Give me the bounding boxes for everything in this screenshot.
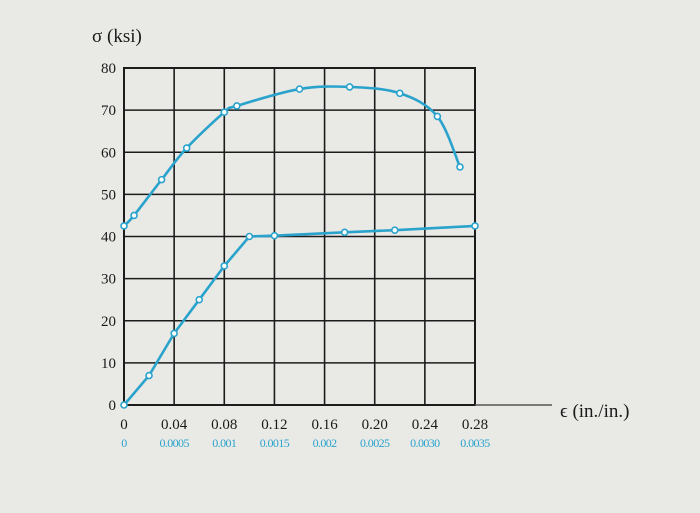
y-tick-label: 20 [101,314,116,330]
x-secondary-tick-label: 0.0015 [260,436,290,450]
curves [120,83,479,409]
data-point [270,231,279,240]
data-point [195,295,204,304]
x-tick-label: 0.28 [462,417,488,433]
data-point [433,112,442,121]
y-tick-label: 30 [101,272,116,288]
x-tick-label: 0.04 [161,417,188,433]
data-point [157,175,166,184]
x-tick-label: 0.24 [412,417,439,433]
x-secondary-tick-label: 0.002 [313,436,338,450]
x-tick-label: 0.12 [261,417,287,433]
data-point [471,222,479,230]
y-tick-label: 80 [101,61,116,77]
data-point [340,228,349,237]
data-point [170,329,178,338]
plot-frame [123,67,476,406]
data-point [295,85,304,93]
data-point [233,102,241,110]
data-point [182,144,191,152]
grid [123,67,476,406]
x-tick-label: 0.16 [311,417,338,433]
y-tick-label: 60 [101,145,116,161]
x-secondary-tick-label: 0 [121,436,127,450]
data-point [345,83,354,91]
x-secondary-tick-label: 0.0030 [410,436,440,450]
x-secondary-tick-label: 0.0025 [360,436,390,450]
data-point [456,163,464,171]
x-secondary-tick-label: 0.0035 [460,436,490,450]
axes: 0 10 20 30 40 50 60 70 80 0 0.04 0.08 0.12 0.16 0.20 0.… [101,61,552,450]
y-tick-label: 10 [101,356,116,372]
data-point [245,232,254,241]
data-point [120,401,128,409]
data-point [220,108,229,117]
series-line [122,224,477,407]
x-secondary-tick-label: 0.001 [212,436,237,450]
data-point [395,89,404,98]
y-tick-label: 40 [101,230,116,246]
y-tick-label: 0 [109,398,117,414]
x-tick-label: 0.08 [211,417,237,433]
y-axis-label: σ (ksi) [92,26,142,47]
y-tick-label: 50 [101,187,116,203]
y-tick-label: 70 [101,103,116,119]
data-point [390,226,399,234]
x-secondary-tick-label: 0.0005 [159,436,189,450]
data-point [130,211,138,220]
data-point [220,262,229,270]
data-point [120,222,128,230]
x-axis-label: ϵ (in./in.) [560,401,629,422]
x-tick-label: 0.20 [362,417,388,433]
data-point [145,371,153,380]
x-tick-label: 0 [120,417,128,433]
